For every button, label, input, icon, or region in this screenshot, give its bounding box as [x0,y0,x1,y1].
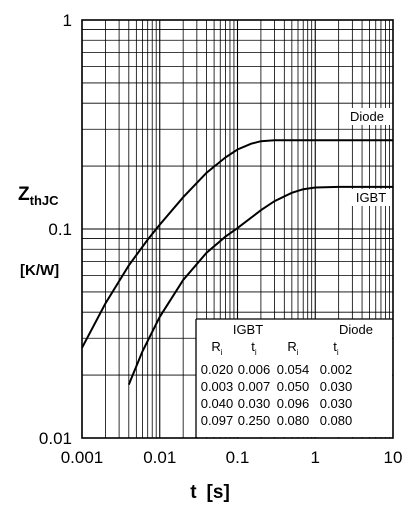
table-cell: 0.003 [201,379,234,394]
table-column-subscript: i [255,348,257,357]
parameter-table: IGBT Diode Ri ti Ri ti 0.020 0.006 0.054 0.002 0.0… [195,318,393,438]
series-line-igbt [127,185,393,385]
table-cell: 0.002 [320,362,353,377]
table-cell: 0.080 [277,413,310,428]
table-column-header: ti [251,339,257,357]
series-label-igbt: IGBT [356,190,386,205]
table-cell: 0.097 [201,413,234,428]
table-cell: 0.030 [320,379,353,394]
x-tick-label: 0.001 [61,448,104,467]
x-tick-label: 0.01 [143,448,176,467]
series-label-diode: Diode [350,109,384,124]
table-cell: 0.050 [277,379,310,394]
series-lines: Diode IGBT [81,108,393,385]
table-cell: 0.030 [320,396,353,411]
table-column-header: ti [333,339,339,357]
table-column-subscript: i [337,348,339,357]
x-axis-title: t [s] [190,482,230,503]
table-background [196,319,392,437]
series-line-diode [81,139,393,349]
table-column-subscript: i [297,348,299,357]
y-axis-unit: [K/W] [20,262,59,279]
table-group-header: Diode [339,322,373,337]
table-cell: 0.054 [277,362,310,377]
table-column-subscript: i [221,348,223,357]
table-group-header: IGBT [233,322,263,337]
table-cell: 0.080 [320,413,353,428]
table-cell: 0.020 [201,362,234,377]
table-cell: 0.030 [238,396,271,411]
table-cell: 0.040 [201,396,234,411]
table-cell: 0.007 [238,379,271,394]
y-tick-label: 1 [63,11,72,30]
y-axis-title: ZthJC [18,184,59,208]
plot-frame [81,19,394,439]
table-cell: 0.250 [238,413,271,428]
x-tick-label: 0.1 [226,448,250,467]
table-cell: 0.006 [238,362,271,377]
y-tick-label: 0.1 [48,220,72,239]
tick-labels: 0.001 0.01 0.1 1 100.010.11 [39,11,403,467]
series-label-bg [343,108,391,125]
series-label-bg [351,189,391,206]
table-column-header: Ri [287,339,298,357]
table-cell: 0.096 [277,396,310,411]
x-tick-label: 10 [384,448,403,467]
table-column-header: Ri [211,339,222,357]
y-tick-label: 0.01 [39,429,72,448]
x-tick-label: 1 [311,448,320,467]
